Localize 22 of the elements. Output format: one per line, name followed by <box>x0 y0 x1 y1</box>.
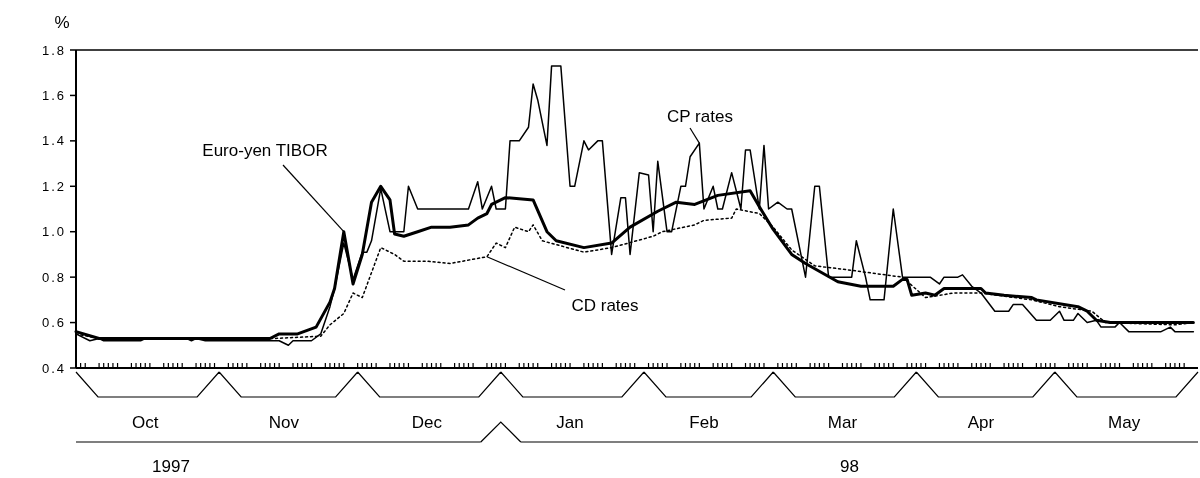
y-tick-label: 0.8 <box>41 269 66 285</box>
text: Euro-yen TIBOR <box>202 141 328 160</box>
y-axis-title: % <box>54 13 70 32</box>
x-tick-label: Oct <box>132 413 159 432</box>
text: CD rates <box>571 296 639 315</box>
text: 98 <box>839 457 859 476</box>
x-tick-label: Feb <box>689 413 719 432</box>
x-tick-label: Apr <box>967 413 995 432</box>
y-tick-label: 0.4 <box>41 360 66 376</box>
x-tick-label: Nov <box>268 413 300 432</box>
y-tick-label: 0.6 <box>41 315 66 331</box>
y-tick-label: 1.8 <box>41 42 66 58</box>
x-tick-label: Mar <box>827 413 858 432</box>
x-tick-label: May <box>1108 413 1141 432</box>
y-tick-label: 1.4 <box>41 133 66 149</box>
series-label: CP rates <box>667 107 733 126</box>
x-tick-label: Jan <box>556 413 584 432</box>
y-tick-label: 1.2 <box>41 178 66 194</box>
text: 1997 <box>152 457 190 476</box>
y-tick-label: 1.6 <box>41 87 66 103</box>
y-tick-label: 1.0 <box>41 224 66 240</box>
x-tick-label: Dec <box>411 413 443 432</box>
